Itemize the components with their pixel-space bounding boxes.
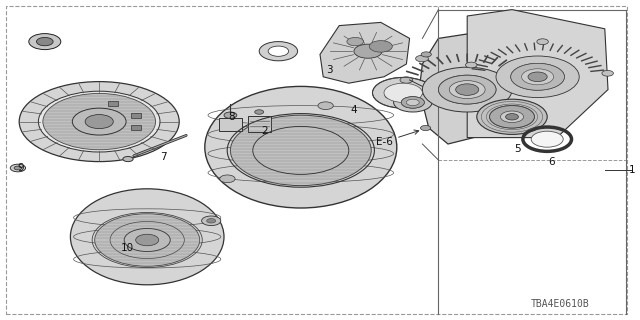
Bar [248,116,271,132]
Polygon shape [467,10,608,138]
Polygon shape [419,32,518,144]
Circle shape [123,156,133,162]
Bar [131,113,141,118]
Circle shape [456,84,479,95]
Text: 4: 4 [351,105,357,116]
Circle shape [506,114,518,120]
Circle shape [449,81,485,99]
Text: 5: 5 [514,144,520,154]
Circle shape [532,71,545,78]
Polygon shape [320,22,410,83]
Circle shape [259,42,298,61]
Bar [108,101,118,106]
Circle shape [369,41,392,52]
Circle shape [202,216,221,226]
Circle shape [465,62,477,68]
Circle shape [372,77,434,108]
Text: 1: 1 [629,164,636,175]
Circle shape [43,93,156,150]
Bar [219,118,242,131]
Circle shape [268,46,289,56]
Circle shape [531,131,563,147]
Ellipse shape [205,86,397,208]
Circle shape [95,214,200,266]
Circle shape [415,55,428,62]
Ellipse shape [70,189,224,285]
Circle shape [29,34,61,50]
Circle shape [124,228,170,252]
Text: 8: 8 [228,112,235,122]
Text: 6: 6 [548,156,555,167]
Circle shape [438,75,496,104]
Circle shape [38,91,160,152]
Circle shape [421,52,431,57]
Circle shape [207,219,216,223]
Circle shape [401,97,424,108]
Circle shape [490,106,534,128]
Circle shape [528,72,547,82]
Circle shape [10,164,26,172]
Circle shape [394,93,432,112]
Circle shape [602,70,613,76]
Circle shape [522,69,554,85]
Text: 2: 2 [261,126,268,136]
Circle shape [477,99,547,134]
Circle shape [490,106,534,128]
Circle shape [500,111,524,123]
Circle shape [401,97,424,108]
Text: 10: 10 [120,243,134,253]
Circle shape [406,99,419,106]
Circle shape [496,56,579,98]
Circle shape [420,125,431,131]
Circle shape [85,115,113,129]
Circle shape [224,112,237,118]
Text: 7: 7 [160,152,166,162]
Circle shape [385,92,398,99]
Text: TBA4E0610B: TBA4E0610B [531,299,589,309]
Circle shape [511,63,564,90]
Text: 3: 3 [326,65,333,76]
Circle shape [384,83,422,102]
Circle shape [220,175,235,183]
Circle shape [354,44,382,58]
Circle shape [255,110,264,114]
Circle shape [14,166,22,170]
Circle shape [136,234,159,246]
Circle shape [72,108,126,135]
Circle shape [347,37,364,46]
Text: E-6: E-6 [376,130,419,147]
Circle shape [438,75,496,104]
Circle shape [422,67,512,112]
Text: 9: 9 [18,163,24,173]
Circle shape [19,82,179,162]
Circle shape [36,37,53,46]
Circle shape [230,115,371,186]
Circle shape [400,77,413,83]
Circle shape [318,102,333,109]
Circle shape [511,63,564,90]
Bar [131,125,141,130]
Circle shape [537,39,548,44]
